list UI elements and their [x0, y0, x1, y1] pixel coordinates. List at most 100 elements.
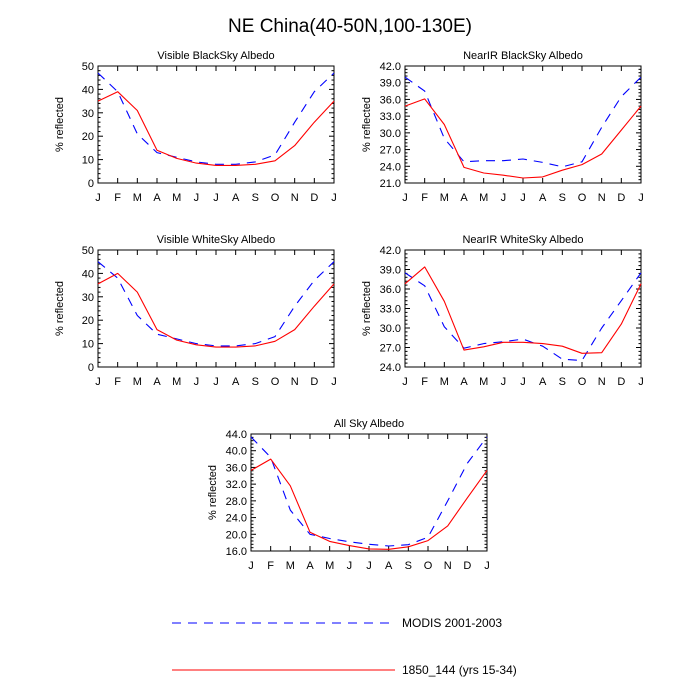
y-tick-label: 50: [82, 61, 94, 73]
y-tick-label: 30: [82, 292, 94, 304]
x-tick-label: N: [598, 376, 606, 388]
series-line-model: [97, 91, 335, 166]
x-tick-label: A: [460, 376, 468, 388]
x-tick-label: D: [463, 560, 471, 572]
x-tick-label: A: [232, 376, 240, 388]
x-tick-label: D: [310, 376, 318, 388]
series-line-modis: [250, 436, 488, 547]
y-tick-label: 42.0: [380, 245, 401, 257]
x-tick-label: J: [638, 376, 644, 388]
panel-title: Visible BlackSky Albedo: [157, 50, 274, 62]
x-tick-label: J: [520, 376, 526, 388]
x-tick-label: S: [252, 192, 259, 204]
panel-title: All Sky Albedo: [334, 418, 404, 430]
y-tick-label: 0: [88, 178, 94, 190]
x-tick-label: J: [194, 376, 200, 388]
y-tick-label: 20: [82, 315, 94, 327]
x-tick-label: J: [501, 376, 507, 388]
y-axis-label: % reflected: [54, 97, 66, 152]
x-tick-label: A: [153, 376, 161, 388]
x-tick-label: J: [248, 560, 254, 572]
x-tick-label: A: [460, 192, 468, 204]
x-tick-label: M: [479, 376, 488, 388]
x-tick-label: A: [385, 560, 393, 572]
x-tick-label: N: [291, 376, 299, 388]
x-tick-label: M: [440, 192, 449, 204]
x-tick-label: J: [95, 376, 101, 388]
x-tick-label: S: [252, 376, 259, 388]
y-tick-label: 16.0: [226, 546, 247, 558]
y-tick-label: 33.0: [380, 111, 401, 123]
y-tick-label: 40.0: [226, 446, 247, 458]
x-tick-label: O: [271, 192, 280, 204]
x-tick-label: A: [153, 192, 161, 204]
series-line-model: [97, 272, 335, 348]
series-line-modis: [404, 76, 642, 168]
x-tick-label: J: [331, 192, 337, 204]
x-tick-label: A: [232, 192, 240, 204]
x-tick-label: F: [114, 376, 121, 388]
y-axis-label: % reflected: [54, 281, 66, 336]
x-tick-label: J: [501, 192, 507, 204]
plot-frame: [250, 433, 488, 552]
y-tick-label: 10: [82, 155, 94, 167]
plot-frame: [97, 249, 335, 368]
x-tick-label: F: [421, 376, 428, 388]
y-tick-label: 40: [82, 268, 94, 280]
x-tick-label: J: [194, 192, 200, 204]
y-tick-label: 0: [88, 362, 94, 374]
y-tick-label: 27.0: [380, 343, 401, 355]
y-axis-label: % reflected: [207, 465, 219, 520]
chart-panel-3: Visible WhiteSky Albedo % reflected 0 10 20 3…: [54, 234, 337, 388]
y-tick-label: 32.0: [226, 479, 247, 491]
x-tick-label: M: [479, 192, 488, 204]
series-line-model: [404, 266, 642, 354]
x-tick-label: N: [444, 560, 452, 572]
y-tick-label: 33.0: [380, 304, 401, 316]
x-tick-label: D: [617, 192, 625, 204]
x-tick-label: J: [402, 192, 408, 204]
x-tick-label: O: [271, 376, 280, 388]
y-tick-label: 24.0: [380, 161, 401, 173]
x-tick-label: A: [539, 376, 547, 388]
x-tick-label: M: [133, 376, 142, 388]
chart-panel-5: All Sky Albedo % reflected 16.0 20.0 24.0 28.…: [207, 418, 490, 572]
y-tick-label: 21.0: [380, 178, 401, 190]
x-tick-label: J: [213, 192, 219, 204]
x-tick-label: O: [578, 376, 587, 388]
y-tick-label: 42.0: [380, 61, 401, 73]
series-line-model: [404, 98, 642, 179]
y-tick-label: 24.0: [226, 513, 247, 525]
y-tick-label: 24.0: [380, 362, 401, 374]
chart-panel-2: NearIR BlackSky Albedo % reflected 21.0 24.…: [361, 50, 644, 204]
y-tick-label: 20: [82, 131, 94, 143]
x-tick-label: J: [95, 192, 101, 204]
legend: MODIS 2001-2003 1850_144 (yrs 15-34): [172, 616, 517, 677]
x-tick-label: J: [520, 192, 526, 204]
y-tick-label: 40: [82, 84, 94, 96]
legend-label-model: 1850_144 (yrs 15-34): [402, 663, 517, 677]
x-tick-label: J: [484, 560, 490, 572]
x-tick-label: S: [559, 376, 566, 388]
y-axis-label: % reflected: [361, 97, 373, 152]
x-tick-label: F: [267, 560, 274, 572]
x-tick-label: O: [578, 192, 587, 204]
series-line-modis: [404, 272, 642, 362]
x-tick-label: S: [559, 192, 566, 204]
y-tick-label: 36.0: [380, 94, 401, 106]
figure-title: NE China(40-50N,100-130E): [228, 16, 472, 37]
y-axis-label: % reflected: [361, 281, 373, 336]
y-tick-label: 30.0: [380, 323, 401, 335]
x-tick-label: A: [306, 560, 314, 572]
chart-panel-4: NearIR WhiteSky Albedo % reflected 24.0 27.…: [361, 234, 644, 388]
x-tick-label: M: [133, 192, 142, 204]
x-tick-label: D: [310, 192, 318, 204]
y-tick-label: 10: [82, 339, 94, 351]
y-tick-label: 36.0: [380, 284, 401, 296]
y-tick-label: 20.0: [226, 529, 247, 541]
x-tick-label: F: [114, 192, 121, 204]
x-tick-label: D: [617, 376, 625, 388]
series-line-modis: [97, 72, 335, 165]
panel-title: NearIR BlackSky Albedo: [463, 50, 583, 62]
